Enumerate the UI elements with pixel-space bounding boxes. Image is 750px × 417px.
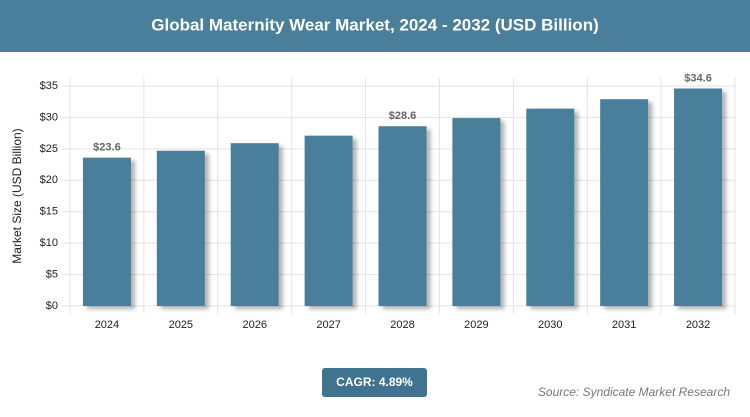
cagr-box: [322, 368, 427, 397]
x-tick-label: 2029: [464, 319, 488, 331]
x-tick-label: 2031: [612, 319, 636, 331]
value-label: $28.6: [389, 110, 417, 122]
cagr-label: CAGR: 4.89%: [336, 375, 413, 389]
bar: [674, 88, 723, 306]
y-tick-label: $35: [40, 80, 58, 92]
chart-title: Global Maternity Wear Market, 2024 - 203…: [151, 15, 599, 34]
bar: [156, 150, 205, 306]
y-tick-label: $30: [40, 111, 58, 123]
x-tick-label: 2028: [390, 319, 414, 331]
y-tick-label: $15: [40, 206, 58, 218]
x-tick-label: 2025: [169, 319, 193, 331]
value-label: $23.6: [93, 142, 121, 154]
y-tick-label: $10: [40, 237, 58, 249]
bar: [82, 157, 131, 306]
y-tick-label: $20: [40, 174, 58, 186]
x-tick-label: 2032: [686, 319, 710, 331]
bar: [600, 99, 649, 306]
x-tick-label: 2027: [316, 319, 340, 331]
source-note: Source: Syndicate Market Research: [538, 385, 730, 399]
bar: [230, 143, 279, 306]
y-tick-label: $0: [46, 300, 58, 312]
x-tick-label: 2030: [538, 319, 562, 331]
y-tick-label: $5: [46, 268, 58, 280]
y-axis-label: Market Size (USD Billion): [10, 128, 24, 263]
x-tick-label: 2026: [242, 319, 266, 331]
bar: [526, 108, 575, 306]
y-tick-label: $25: [40, 143, 58, 155]
x-tick-label: 2024: [95, 319, 119, 331]
bar: [378, 126, 427, 306]
bar: [452, 118, 501, 306]
value-label: $34.6: [684, 72, 712, 84]
bar: [304, 135, 353, 306]
title-banner: [0, 0, 750, 52]
